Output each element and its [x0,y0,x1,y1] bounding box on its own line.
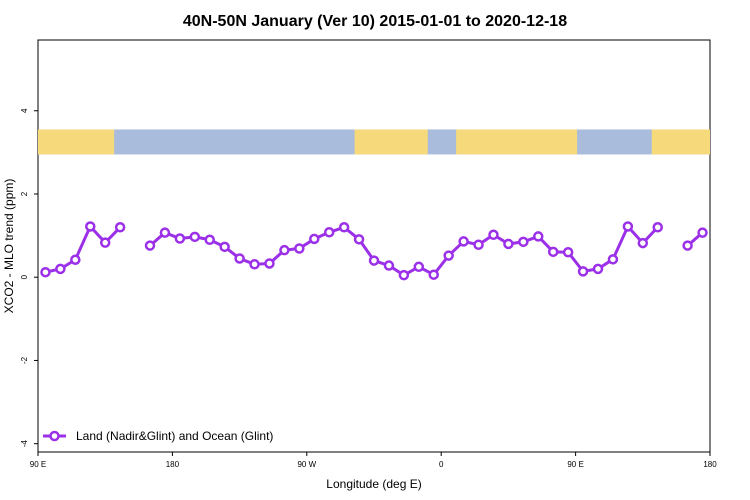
legend-label: Land (Nadir&Glint) and Ocean (Glint) [76,429,273,443]
x-tick-label: 90 W [297,460,316,469]
data-point [264,258,275,269]
legend-point-marker [49,430,60,442]
legend: Land (Nadir&Glint) and Ocean (Glint) [43,429,273,443]
map-strip [38,129,710,155]
data-point [697,227,708,238]
y-tick-label: -2 [20,356,29,364]
data-point [398,269,410,281]
data-point [592,263,604,275]
data-point [637,237,649,249]
data-point [383,260,395,271]
data-point [338,222,350,233]
y-tick-label: 4 [20,108,29,113]
data-point [144,240,156,251]
data-point [652,222,663,233]
map-strip-land [456,129,578,155]
data-point [473,239,484,251]
data-point [547,246,559,258]
data-point [174,233,186,244]
y-axis-label: XCO2 - MLO trend (ppm) [2,179,16,314]
map-strip-land [38,129,115,155]
data-point [70,254,81,265]
data-point [114,222,126,233]
data-point [219,241,230,253]
data-point [682,240,693,251]
map-strip-land [354,129,428,155]
y-tick-label: 0 [20,274,29,279]
chart-title: 40N-50N January (Ver 10) 2015-01-01 to 2… [183,13,567,30]
data-point [323,227,335,238]
data-point [607,254,619,265]
data-point [622,221,634,232]
plot-frame [37,39,711,453]
data-point [85,221,96,232]
data-point [503,238,514,250]
x-tick-label: 180 [703,460,717,469]
data-point [249,259,260,270]
x-axis-label: Longitude (deg E) [326,477,421,491]
data-point [353,234,365,245]
data-point [294,243,305,254]
y-tick-label: -4 [20,440,29,448]
data-point [40,266,51,278]
data-point [368,255,380,266]
data-point [428,269,439,280]
data-point [577,266,589,277]
data-point [309,233,320,245]
data-point [562,246,574,258]
data-point [413,261,425,273]
data-point [189,231,201,243]
data-point [234,253,245,264]
y-axis: -4 -2 0 2 4 [20,108,38,447]
data-point [204,234,215,246]
data-point [99,237,111,248]
x-tick-label: 180 [166,460,180,469]
x-tick-label: 90 E [30,460,46,469]
data-point [533,231,544,242]
x-tick-label: 0 [439,460,444,469]
y-tick-label: 2 [20,191,29,196]
data-point [458,236,469,247]
data-point [488,229,499,241]
data-point [443,250,454,261]
x-tick-label: 90 E [567,460,583,469]
data-point [279,244,290,256]
data-point [518,236,529,248]
map-strip-land [651,129,710,155]
data-point [159,227,171,238]
series-layer [40,221,708,281]
x-axis: 90 E 180 90 W 0 90 E 180 [30,452,717,469]
data-point [55,263,66,275]
